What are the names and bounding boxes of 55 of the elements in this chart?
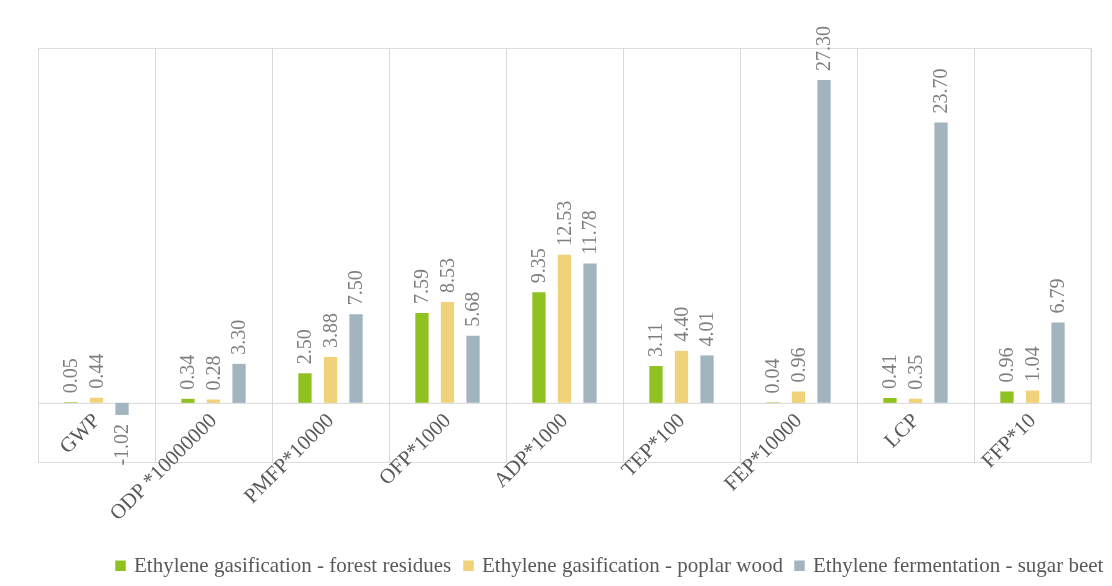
bar: [557, 254, 572, 403]
bar: [649, 366, 663, 403]
data-label: 0.96: [994, 347, 1017, 383]
data-label: 0.28: [201, 355, 224, 391]
bar: [1000, 391, 1014, 403]
data-label: 1.04: [1020, 346, 1043, 382]
bar: [817, 79, 831, 403]
data-label: 0.34: [175, 354, 198, 390]
data-label: 3.30: [227, 319, 250, 355]
bar: [700, 355, 714, 403]
data-label: 3.11: [643, 322, 666, 358]
data-label: 0.41: [877, 354, 900, 390]
data-label: 11.78: [578, 210, 601, 255]
bar: [232, 363, 246, 403]
bar: [1051, 322, 1065, 403]
data-label: 0.35: [903, 354, 926, 390]
bar: [89, 397, 104, 403]
bar: [115, 402, 129, 415]
data-label: 7.59: [409, 269, 432, 305]
data-label: 0.04: [760, 358, 783, 394]
data-label: 4.40: [669, 306, 692, 342]
bar: [791, 391, 806, 403]
bar: [1025, 390, 1040, 403]
legend-label: Ethylene gasification - forest residues: [134, 552, 452, 577]
data-label: 6.79: [1046, 278, 1069, 314]
bar: [908, 398, 923, 403]
bar: [883, 398, 897, 403]
data-label: -1.02: [110, 423, 133, 466]
legend-label: Ethylene fermentation - sugar beet: [813, 552, 1104, 577]
data-label: 8.53: [435, 257, 458, 293]
data-label: 2.50: [292, 329, 315, 365]
bar: [349, 314, 363, 403]
bar: [415, 313, 429, 403]
bar: [674, 350, 689, 403]
legend-label: Ethylene gasification - poplar wood: [482, 552, 784, 577]
data-label: 27.30: [812, 25, 835, 71]
data-label: 23.70: [929, 68, 952, 114]
data-label: 5.68: [461, 291, 484, 327]
data-label: 0.44: [84, 353, 107, 389]
data-label: 3.88: [318, 312, 341, 348]
bar: [298, 373, 312, 403]
data-label: 4.01: [695, 311, 718, 347]
bar: [532, 292, 546, 403]
data-label: 0.05: [58, 358, 81, 394]
bar: [934, 122, 948, 403]
bar: [323, 356, 338, 403]
data-label: 12.53: [552, 200, 575, 246]
data-label: 7.50: [344, 270, 367, 306]
x-tick-label: LCP: [879, 408, 924, 453]
bar: [466, 335, 480, 403]
bar: [440, 301, 455, 403]
bar: [583, 263, 597, 403]
data-label: 0.96: [786, 347, 809, 383]
bar: [181, 398, 195, 403]
data-label: 9.35: [526, 248, 549, 284]
